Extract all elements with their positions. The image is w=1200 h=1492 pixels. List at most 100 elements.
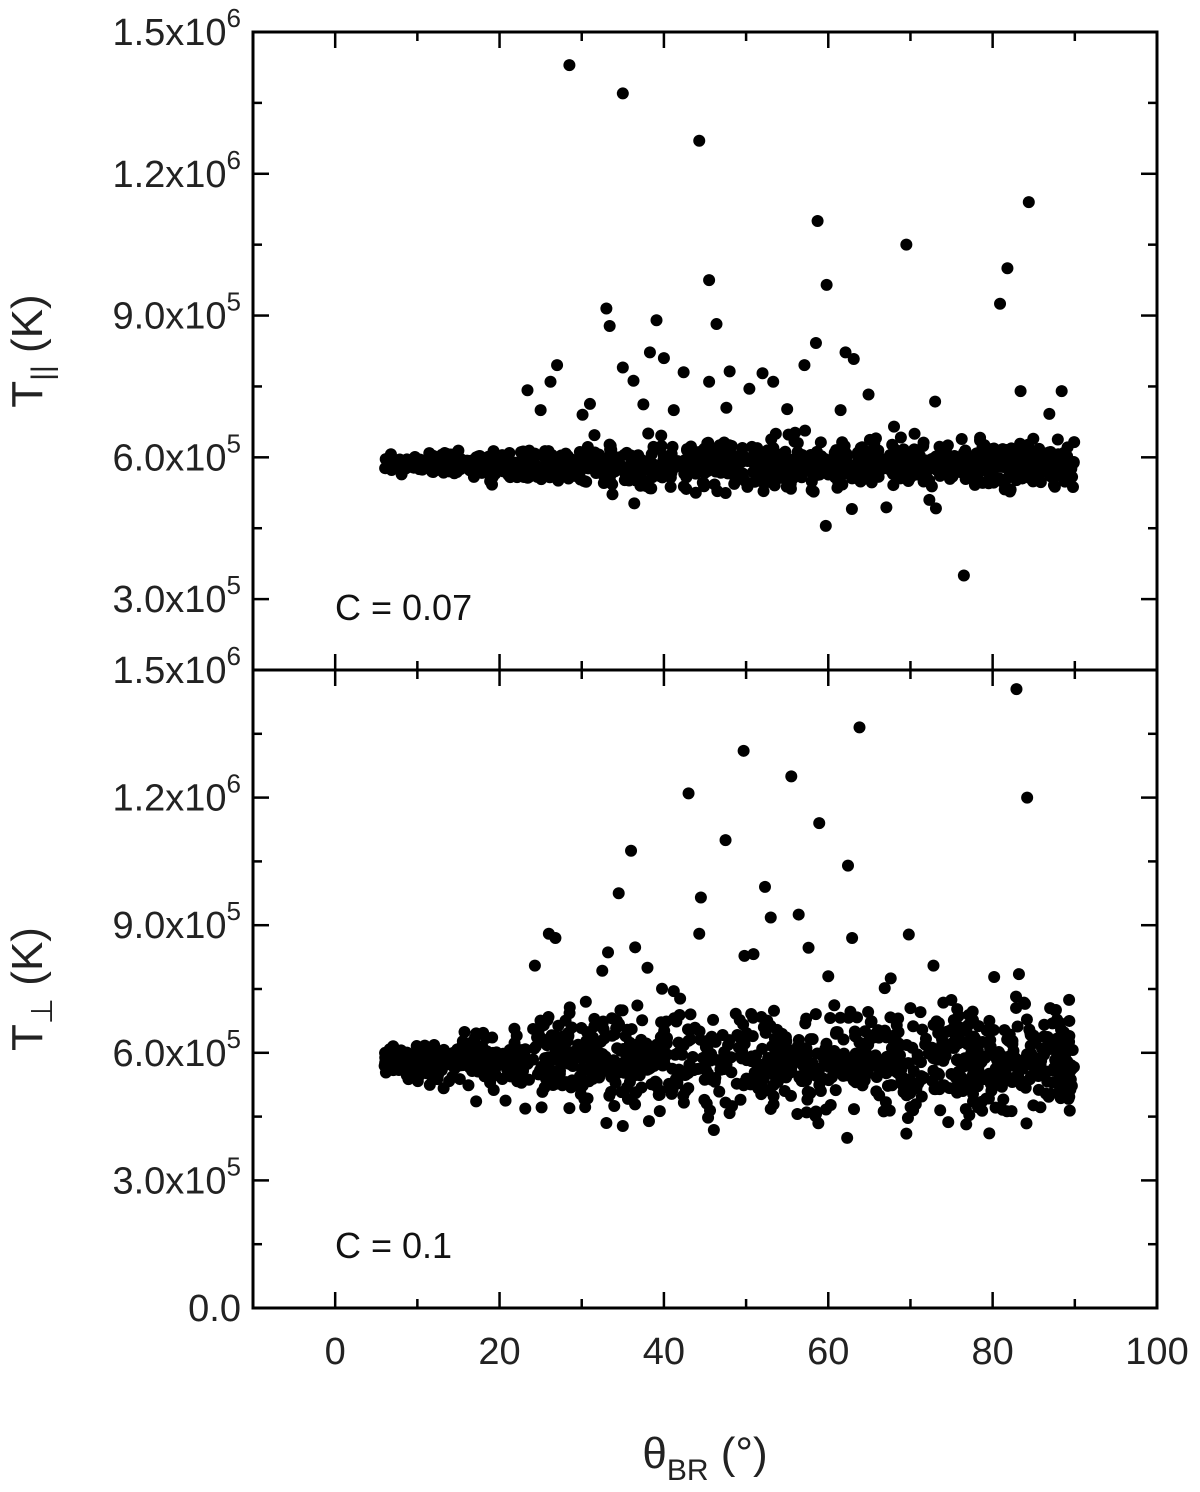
data-point (1066, 480, 1079, 493)
data-point (629, 941, 642, 954)
data-point (729, 1007, 742, 1020)
data-point (886, 1079, 899, 1092)
data-point (708, 478, 721, 491)
data-point (896, 1071, 909, 1084)
data-point (994, 297, 1007, 310)
data-point (1032, 1070, 1045, 1083)
data-point (602, 946, 615, 959)
data-point (841, 1131, 854, 1144)
data-point (383, 1043, 396, 1056)
data-point (684, 1008, 697, 1021)
data-point (799, 424, 812, 437)
data-point (662, 1082, 675, 1095)
x-tick-label: 0 (325, 1331, 346, 1373)
data-point (524, 454, 537, 467)
data-point (847, 1103, 860, 1116)
data-point (678, 1069, 691, 1082)
data-point (792, 908, 805, 921)
data-point (702, 436, 715, 449)
data-point (822, 468, 835, 481)
data-point (595, 455, 608, 468)
data-point (966, 1005, 979, 1018)
data-point (907, 1020, 920, 1033)
data-point (888, 420, 901, 433)
data-point (719, 834, 732, 847)
data-point (426, 1071, 439, 1084)
data-point (419, 1042, 432, 1055)
data-point (959, 473, 972, 486)
scatter-points (379, 59, 1081, 582)
data-point (559, 455, 572, 468)
data-point (933, 459, 946, 472)
data-point (932, 1044, 945, 1057)
data-point (913, 449, 926, 462)
data-point (927, 959, 940, 972)
data-point (1068, 436, 1081, 449)
data-point (579, 1075, 592, 1088)
data-point (597, 1023, 610, 1036)
data-point (519, 1102, 532, 1115)
data-point (590, 466, 603, 479)
data-point (1004, 462, 1017, 475)
data-point (763, 1084, 776, 1097)
data-point (929, 502, 942, 515)
data-point (1018, 996, 1031, 1009)
data-point (608, 1099, 621, 1112)
data-point (869, 469, 882, 482)
data-point (1006, 1034, 1019, 1047)
data-point (616, 1119, 629, 1132)
data-point (1044, 1002, 1057, 1015)
data-point (1012, 1067, 1025, 1080)
data-point (487, 445, 500, 458)
data-point (937, 1054, 950, 1067)
data-point (677, 366, 690, 379)
data-point (953, 1027, 966, 1040)
data-point (959, 1103, 972, 1116)
data-point (791, 437, 804, 450)
data-point (697, 477, 710, 490)
data-point (671, 1075, 684, 1088)
plot-frame (251, 30, 1159, 672)
data-point (458, 1026, 471, 1039)
data-point (785, 770, 798, 783)
data-point (546, 449, 559, 462)
data-point (736, 453, 749, 466)
data-point (991, 1054, 1004, 1067)
data-point (525, 464, 538, 477)
y-tick-label: 3.0x105 (112, 1151, 241, 1202)
y-tick-label: 1.2x106 (112, 145, 241, 196)
data-point (1028, 457, 1041, 470)
data-point (535, 1032, 548, 1045)
data-point (897, 443, 910, 456)
data-point (579, 995, 592, 1008)
data-point (1067, 456, 1080, 469)
data-point (554, 1049, 567, 1062)
data-point (828, 999, 841, 1012)
data-point (902, 928, 915, 941)
data-point (1009, 1052, 1022, 1065)
x-tick-label: 60 (807, 1331, 849, 1373)
data-point (856, 1047, 869, 1060)
data-point (698, 1093, 711, 1106)
data-point (995, 475, 1008, 488)
data-point (925, 480, 938, 493)
data-point (951, 1003, 964, 1016)
data-point (600, 302, 613, 315)
data-point (900, 238, 913, 251)
data-point (627, 374, 640, 387)
data-point (1047, 1061, 1060, 1074)
data-point (1032, 1083, 1045, 1096)
data-point (716, 1028, 729, 1041)
data-point (842, 1011, 855, 1024)
data-point (813, 1062, 826, 1075)
x-tick-label: 100 (1125, 1331, 1188, 1373)
data-point (400, 454, 413, 467)
data-point (831, 481, 844, 494)
data-point (681, 1023, 694, 1036)
data-point (710, 452, 723, 465)
data-point (702, 1036, 715, 1049)
x-tick-label: 80 (971, 1331, 1013, 1373)
data-point (1011, 1020, 1024, 1033)
data-point (858, 463, 871, 476)
y-tick-label: 3.0x105 (112, 570, 241, 621)
